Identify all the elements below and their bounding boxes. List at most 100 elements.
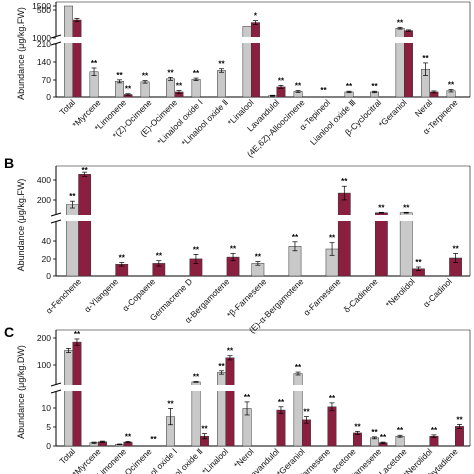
significance-mark: ** bbox=[69, 192, 76, 201]
bar-break bbox=[225, 385, 235, 391]
significance-mark: ** bbox=[201, 425, 208, 434]
y-tick-label: 0 bbox=[46, 441, 51, 451]
bar bbox=[375, 212, 388, 277]
y-tick-label: 5 bbox=[46, 422, 51, 432]
bar-break bbox=[250, 37, 261, 43]
axis-break-mark bbox=[50, 34, 62, 39]
significance-mark: ** bbox=[354, 422, 361, 431]
significance-mark: ** bbox=[371, 82, 378, 91]
y-tick-label: 0 bbox=[46, 92, 51, 102]
bar bbox=[337, 192, 351, 277]
bar bbox=[64, 5, 73, 98]
category-label: α-Fenchene bbox=[44, 276, 83, 315]
y-tick-label: 20 bbox=[42, 254, 52, 264]
significance-mark: ** bbox=[82, 166, 89, 175]
y-tick-label: 1500 bbox=[32, 1, 51, 11]
bar-break bbox=[374, 215, 389, 221]
significance-mark: ** bbox=[415, 258, 422, 267]
category-label: *Nerol bbox=[232, 446, 256, 470]
category-label: δ-Cadinene bbox=[342, 276, 380, 314]
bar bbox=[64, 350, 73, 447]
axis-break-mark bbox=[50, 389, 62, 394]
bar-break bbox=[65, 215, 80, 221]
category-label: Total bbox=[57, 446, 77, 466]
significance-mark: ** bbox=[167, 68, 174, 77]
axis-break-gap bbox=[51, 37, 61, 43]
significance-mark: ** bbox=[125, 85, 132, 94]
bar bbox=[72, 341, 82, 447]
axis-break-mark bbox=[50, 219, 62, 224]
bar-break bbox=[216, 385, 227, 391]
y-tick-label: 140 bbox=[37, 57, 51, 67]
bar bbox=[276, 409, 286, 447]
significance-mark: ** bbox=[403, 203, 410, 212]
bar bbox=[225, 357, 235, 447]
category-label: Total bbox=[57, 97, 77, 117]
significance-mark: ** bbox=[150, 435, 157, 444]
category-label: α-Cadinol bbox=[421, 276, 454, 309]
category-label: Neral bbox=[413, 97, 435, 119]
bar-break bbox=[63, 385, 74, 391]
bar-break bbox=[191, 385, 201, 391]
significance-mark: ** bbox=[329, 394, 336, 403]
bar-break bbox=[78, 215, 92, 221]
significance-mark: ** bbox=[193, 245, 200, 254]
axis-break-mark bbox=[50, 41, 62, 46]
significance-mark: ** bbox=[244, 393, 251, 402]
significance-mark: ** bbox=[278, 398, 285, 407]
significance-mark: ** bbox=[346, 82, 353, 91]
significance-mark: ** bbox=[227, 347, 234, 356]
bar bbox=[78, 174, 92, 277]
bar-break bbox=[242, 37, 252, 43]
y-tick-label: 400 bbox=[37, 175, 51, 185]
axis-break-gap bbox=[51, 215, 61, 221]
y-tick-label: 70 bbox=[42, 75, 52, 85]
bar-break bbox=[399, 215, 413, 221]
significance-mark: ** bbox=[422, 54, 429, 63]
category-label: *Linalool bbox=[200, 446, 230, 474]
significance-mark: ** bbox=[431, 426, 438, 435]
significance-mark: ** bbox=[142, 72, 149, 81]
y-tick-label: 0 bbox=[46, 271, 51, 281]
category-label: α-Farnesene bbox=[301, 276, 342, 317]
y-tick-label: 1000 bbox=[32, 33, 51, 43]
bar bbox=[166, 78, 176, 98]
significance-mark: ** bbox=[341, 177, 348, 186]
bar bbox=[455, 426, 464, 447]
bar bbox=[191, 381, 201, 447]
significance-mark: ** bbox=[156, 252, 163, 261]
bar-break bbox=[72, 37, 82, 43]
y-tick-label: 40 bbox=[42, 236, 52, 246]
significance-mark: ** bbox=[456, 415, 463, 424]
y-axis-label: Abundance (μg/kg.DW) bbox=[16, 345, 26, 439]
axis-break-mark bbox=[50, 212, 62, 217]
bar bbox=[302, 419, 311, 447]
bar bbox=[140, 81, 150, 98]
significance-mark: ** bbox=[218, 362, 225, 371]
bar bbox=[115, 81, 124, 98]
significance-mark: ** bbox=[371, 428, 378, 437]
significance-mark: ** bbox=[397, 18, 404, 27]
bar bbox=[242, 26, 252, 98]
significance-mark: ** bbox=[74, 330, 81, 339]
significance-mark: ** bbox=[378, 203, 385, 212]
significance-mark: ** bbox=[125, 432, 132, 441]
significance-mark: ** bbox=[230, 245, 237, 254]
significance-mark: ** bbox=[303, 408, 310, 417]
bar-break bbox=[72, 385, 82, 391]
significance-mark: ** bbox=[255, 253, 262, 262]
bar-break bbox=[337, 215, 351, 221]
significance-mark: ** bbox=[193, 69, 200, 78]
significance-mark: ** bbox=[380, 433, 387, 442]
bar bbox=[191, 79, 201, 98]
bar bbox=[395, 435, 405, 447]
significance-mark: ** bbox=[278, 76, 285, 85]
y-tick-label: 10 bbox=[42, 403, 52, 413]
y-tick-label: 500 bbox=[37, 5, 51, 15]
significance-mark: ** bbox=[116, 71, 123, 80]
bar bbox=[251, 22, 260, 98]
significance-mark: ** bbox=[295, 81, 302, 90]
significance-mark: ** bbox=[167, 399, 174, 408]
